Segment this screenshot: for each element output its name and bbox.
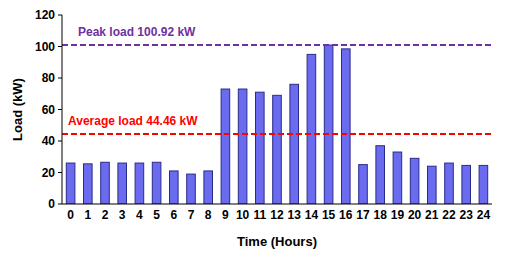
reference-line	[62, 44, 492, 46]
bar	[204, 171, 213, 204]
x-tick-label: 8	[205, 208, 212, 222]
bar	[376, 146, 385, 204]
y-tick-label: 40	[42, 134, 56, 148]
x-tick-label: 19	[391, 208, 405, 222]
x-axis-title: Time (Hours)	[237, 234, 317, 249]
x-axis	[62, 204, 492, 205]
x-tick-label: 16	[339, 208, 353, 222]
bar	[238, 89, 247, 204]
x-tick-label: 4	[136, 208, 143, 222]
y-tick-label: 80	[42, 71, 56, 85]
x-tick-label: 12	[270, 208, 284, 222]
x-tick-label: 9	[222, 208, 229, 222]
y-axis-title: Load (kW)	[10, 78, 25, 141]
annotation: Average load 44.46 kW	[68, 114, 198, 128]
y-tick	[58, 46, 62, 47]
bar	[187, 174, 196, 204]
chart-container: Peak load 100.92 kW Average load 44.46 kW…	[0, 0, 512, 272]
y-tick-label: 20	[42, 166, 56, 180]
x-tick-label: 13	[288, 208, 302, 222]
x-tick-label: 24	[477, 208, 491, 222]
x-tick-label: 22	[442, 208, 456, 222]
y-tick	[58, 204, 62, 205]
bar	[135, 163, 144, 204]
bar	[479, 165, 488, 204]
x-tick-label: 1	[84, 208, 91, 222]
bar	[221, 89, 230, 204]
x-tick-label: 2	[102, 208, 109, 222]
y-tick	[58, 172, 62, 173]
x-tick-label: 3	[119, 208, 126, 222]
bar	[393, 152, 402, 204]
bar	[359, 165, 368, 204]
x-tick-label: 20	[408, 208, 422, 222]
y-tick	[58, 78, 62, 79]
x-tick-label: 11	[253, 208, 266, 222]
x-tick-label: 21	[425, 208, 439, 222]
bar	[152, 162, 161, 204]
bar	[307, 54, 316, 204]
x-tick-label: 18	[374, 208, 388, 222]
bar	[410, 158, 419, 204]
y-tick	[58, 15, 62, 16]
bar	[428, 166, 437, 204]
bar	[324, 45, 333, 204]
bar	[445, 163, 454, 204]
bar	[273, 95, 282, 204]
x-tick-label: 5	[153, 208, 160, 222]
x-tick-label: 15	[322, 208, 336, 222]
bar	[170, 171, 179, 204]
x-tick-label: 17	[356, 208, 370, 222]
bar	[342, 49, 351, 204]
bar	[118, 163, 127, 204]
y-tick-label: 100	[35, 40, 55, 54]
bar	[290, 84, 299, 204]
x-tick-label: 0	[67, 208, 74, 222]
y-tick-label: 0	[48, 197, 55, 211]
y-tick-label: 120	[35, 8, 55, 22]
x-tick-label: 14	[305, 208, 319, 222]
y-tick	[58, 141, 62, 142]
x-tick-label: 23	[460, 208, 474, 222]
y-tick-label: 60	[42, 103, 56, 117]
y-tick	[58, 109, 62, 110]
reference-line	[62, 133, 492, 135]
x-tick-label: 7	[188, 208, 195, 222]
x-tick-label: 10	[236, 208, 250, 222]
bar	[101, 162, 110, 204]
chart: Peak load 100.92 kW Average load 44.46 kW…	[0, 0, 512, 272]
annotation: Peak load 100.92 kW	[78, 25, 196, 39]
bars	[62, 45, 492, 204]
bar	[462, 165, 471, 204]
bar	[84, 164, 93, 204]
bar	[256, 92, 265, 204]
x-tick-label: 6	[170, 208, 177, 222]
bar	[66, 163, 75, 204]
